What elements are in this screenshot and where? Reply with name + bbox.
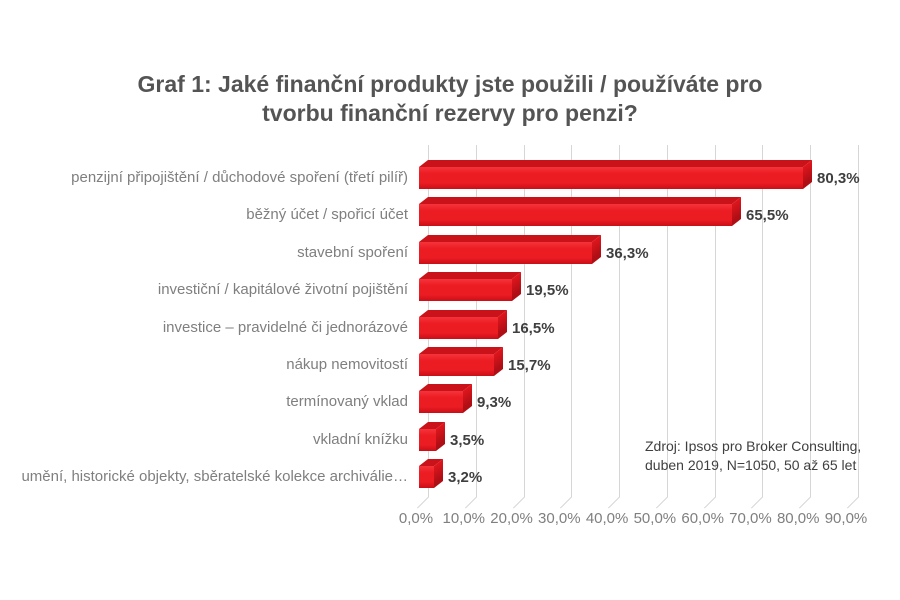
x-tick-label: 30,0% bbox=[538, 510, 581, 527]
category-label: termínovaný vklad bbox=[286, 393, 408, 411]
bar bbox=[419, 466, 434, 489]
bar-row: vkladní knížku 3,5% bbox=[0, 422, 900, 451]
chart-title-line1: Graf 1: Jaké finanční produkty jste použ… bbox=[137, 71, 763, 97]
x-tick-label: 50,0% bbox=[633, 510, 677, 527]
bar bbox=[419, 204, 732, 227]
bar-value-label: 9,3% bbox=[477, 394, 512, 412]
source-note-line2: duben 2019, N=1050, 50 až 65 let bbox=[645, 457, 857, 473]
x-tick-label: 80,0% bbox=[776, 510, 820, 527]
bar bbox=[419, 316, 498, 339]
bar-row: investice – pravidelné či jednorázové 16,… bbox=[0, 310, 900, 339]
gridline bbox=[571, 145, 573, 497]
source-note: Zdroj: Ipsos pro Broker Consulting, dube… bbox=[645, 437, 861, 475]
category-label: stavební spoření bbox=[297, 243, 408, 261]
bar bbox=[419, 428, 436, 451]
bar bbox=[419, 354, 494, 376]
bar-row: umění, historické objekty, sběratelské k… bbox=[0, 459, 900, 489]
category-label: investiční / kapitálové životní pojištěn… bbox=[157, 281, 408, 299]
chart-title-line2: tvorbu finanční rezervy pro penzi? bbox=[262, 100, 638, 126]
x-tick-label: 90,0% bbox=[824, 510, 868, 527]
x-tick-label: 70,0% bbox=[729, 510, 772, 527]
x-tick-label: 40,0% bbox=[585, 510, 629, 527]
bar-row: termínovaný vklad 9,3% bbox=[0, 384, 900, 414]
x-tick-label: 10,0% bbox=[442, 510, 486, 527]
gridline-foot bbox=[703, 496, 716, 509]
category-label: umění, historické objekty, sběratelské k… bbox=[21, 468, 408, 486]
gridline bbox=[714, 145, 716, 497]
x-tick-label: 60,0% bbox=[681, 510, 724, 527]
bar-value-label: 36,3% bbox=[606, 244, 649, 262]
bar bbox=[419, 167, 803, 189]
category-label: investice – pravidelné či jednorázové bbox=[162, 318, 408, 336]
bar-value-label: 19,5% bbox=[526, 282, 569, 300]
bar-value-label: 3,2% bbox=[448, 469, 483, 487]
category-label: nákup nemovitostí bbox=[286, 356, 408, 373]
gridline-foot bbox=[560, 496, 573, 509]
bar bbox=[419, 391, 463, 414]
gridline-foot bbox=[416, 496, 430, 509]
category-label: penzijní připojištění / důchodové spořen… bbox=[71, 169, 408, 186]
x-tick-label: 20,0% bbox=[490, 510, 533, 527]
gridline-foot bbox=[512, 496, 525, 509]
bar bbox=[419, 241, 592, 264]
chart-title: Graf 1: Jaké finanční produkty jste použ… bbox=[50, 70, 850, 128]
bar-row: stavební spoření 36,3% bbox=[0, 235, 900, 264]
bar-value-label: 65,5% bbox=[746, 207, 789, 225]
bar-value-label: 15,7% bbox=[508, 357, 551, 374]
gridline bbox=[810, 145, 812, 497]
bar-row: investiční / kapitálové životní pojištěn… bbox=[0, 272, 900, 302]
category-label: běžný účet / spořicí účet bbox=[246, 206, 408, 224]
gridline bbox=[523, 145, 525, 497]
bar-value-label: 80,3% bbox=[817, 170, 860, 187]
gridline bbox=[619, 145, 621, 497]
bar-value-label: 16,5% bbox=[512, 319, 555, 337]
gridline-foot bbox=[799, 496, 812, 509]
gridline bbox=[762, 145, 764, 497]
gridline-foot bbox=[608, 496, 621, 509]
bar-row: penzijní připojištění / důchodové spořen… bbox=[0, 160, 900, 189]
x-tick-label: 0,0% bbox=[398, 510, 434, 527]
bar-row: nákup nemovitostí 15,7% bbox=[0, 347, 900, 376]
gridline-foot bbox=[751, 496, 764, 509]
gridline-foot bbox=[464, 496, 477, 509]
bar-value-label: 3,5% bbox=[450, 431, 485, 449]
gridline-foot bbox=[655, 496, 668, 509]
source-note-line1: Zdroj: Ipsos pro Broker Consulting, bbox=[645, 438, 862, 454]
gridline bbox=[858, 145, 859, 497]
gridline bbox=[666, 145, 668, 497]
bar bbox=[419, 279, 512, 302]
bar-row: běžný účet / spořicí účet 65,5% bbox=[0, 197, 900, 227]
category-label: vkladní knížku bbox=[312, 430, 408, 448]
gridline-foot bbox=[846, 496, 860, 509]
